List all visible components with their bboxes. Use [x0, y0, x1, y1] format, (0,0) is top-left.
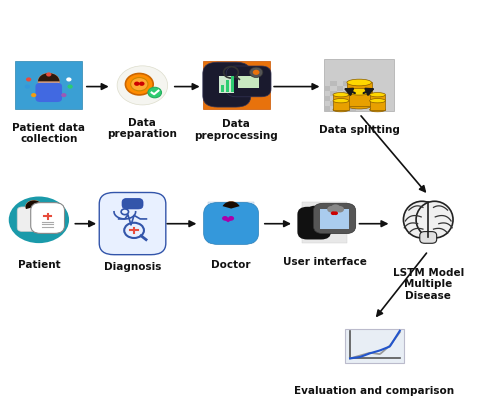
FancyBboxPatch shape: [208, 202, 254, 243]
FancyBboxPatch shape: [221, 85, 224, 92]
Ellipse shape: [370, 93, 386, 97]
FancyBboxPatch shape: [330, 101, 336, 105]
FancyBboxPatch shape: [238, 76, 260, 88]
Circle shape: [331, 211, 336, 215]
FancyBboxPatch shape: [336, 105, 343, 111]
Wedge shape: [222, 201, 240, 209]
FancyBboxPatch shape: [336, 96, 343, 101]
Text: Diagnosis: Diagnosis: [104, 262, 161, 272]
FancyBboxPatch shape: [226, 66, 271, 97]
Ellipse shape: [370, 99, 386, 103]
Circle shape: [139, 82, 144, 86]
FancyBboxPatch shape: [324, 96, 330, 101]
Text: LSTM Model
Multiple
Disease: LSTM Model Multiple Disease: [392, 267, 464, 301]
Circle shape: [134, 82, 140, 86]
FancyBboxPatch shape: [302, 202, 348, 243]
FancyBboxPatch shape: [350, 86, 356, 91]
FancyBboxPatch shape: [356, 81, 362, 86]
Circle shape: [333, 211, 338, 215]
Ellipse shape: [347, 79, 372, 86]
Circle shape: [38, 73, 60, 90]
FancyBboxPatch shape: [343, 91, 349, 96]
Ellipse shape: [404, 201, 440, 238]
Circle shape: [222, 201, 240, 216]
FancyBboxPatch shape: [220, 232, 242, 242]
FancyBboxPatch shape: [231, 76, 234, 92]
Circle shape: [24, 84, 30, 89]
Circle shape: [68, 84, 73, 89]
Circle shape: [31, 93, 36, 97]
FancyBboxPatch shape: [356, 91, 362, 96]
FancyBboxPatch shape: [350, 105, 356, 111]
FancyBboxPatch shape: [15, 60, 82, 109]
Circle shape: [336, 206, 344, 213]
Text: Data
preprocessing: Data preprocessing: [194, 119, 278, 140]
FancyBboxPatch shape: [336, 86, 343, 91]
FancyBboxPatch shape: [324, 59, 394, 111]
FancyBboxPatch shape: [420, 232, 436, 243]
Text: Evaluation and comparison: Evaluation and comparison: [294, 386, 454, 396]
Text: Patient data
collection: Patient data collection: [12, 123, 86, 144]
FancyBboxPatch shape: [324, 86, 330, 91]
Text: Data
preparation: Data preparation: [108, 118, 178, 139]
FancyBboxPatch shape: [226, 80, 230, 92]
Text: Data splitting: Data splitting: [319, 125, 400, 135]
FancyBboxPatch shape: [36, 83, 62, 102]
FancyBboxPatch shape: [100, 193, 166, 255]
FancyBboxPatch shape: [122, 199, 143, 209]
FancyBboxPatch shape: [333, 95, 349, 110]
FancyBboxPatch shape: [356, 101, 362, 105]
Ellipse shape: [347, 88, 372, 95]
FancyBboxPatch shape: [314, 203, 356, 234]
FancyBboxPatch shape: [17, 207, 52, 231]
FancyBboxPatch shape: [203, 62, 251, 107]
Circle shape: [253, 70, 260, 75]
FancyBboxPatch shape: [202, 60, 270, 109]
Circle shape: [117, 66, 168, 105]
FancyBboxPatch shape: [370, 95, 386, 110]
Ellipse shape: [370, 107, 386, 112]
FancyBboxPatch shape: [330, 91, 336, 96]
Text: Doctor: Doctor: [212, 260, 251, 270]
Circle shape: [222, 216, 228, 220]
Circle shape: [327, 206, 336, 213]
Circle shape: [148, 87, 162, 98]
FancyBboxPatch shape: [344, 328, 404, 363]
Circle shape: [61, 93, 66, 97]
FancyBboxPatch shape: [343, 81, 349, 86]
FancyBboxPatch shape: [347, 82, 372, 105]
Circle shape: [250, 67, 263, 78]
FancyBboxPatch shape: [204, 203, 258, 244]
Circle shape: [331, 204, 340, 212]
FancyBboxPatch shape: [343, 101, 349, 105]
Text: Patient: Patient: [18, 260, 60, 270]
Circle shape: [130, 78, 148, 91]
FancyBboxPatch shape: [298, 207, 331, 240]
Circle shape: [26, 77, 32, 82]
Polygon shape: [222, 219, 234, 222]
Text: User interface: User interface: [283, 257, 366, 267]
FancyBboxPatch shape: [350, 96, 356, 101]
FancyBboxPatch shape: [220, 76, 234, 93]
Circle shape: [126, 74, 153, 95]
Ellipse shape: [347, 102, 372, 109]
Ellipse shape: [333, 99, 349, 103]
FancyBboxPatch shape: [320, 209, 350, 229]
FancyBboxPatch shape: [330, 81, 336, 86]
FancyBboxPatch shape: [30, 203, 64, 233]
Wedge shape: [26, 201, 42, 209]
Circle shape: [8, 197, 69, 243]
Ellipse shape: [333, 107, 349, 112]
FancyBboxPatch shape: [228, 211, 234, 216]
Ellipse shape: [333, 93, 349, 97]
Circle shape: [228, 216, 234, 220]
Circle shape: [308, 206, 321, 216]
Circle shape: [66, 77, 71, 82]
Wedge shape: [38, 73, 60, 82]
Circle shape: [26, 201, 42, 213]
FancyBboxPatch shape: [332, 226, 336, 228]
Circle shape: [46, 72, 52, 76]
Ellipse shape: [416, 201, 453, 238]
FancyBboxPatch shape: [324, 105, 330, 111]
